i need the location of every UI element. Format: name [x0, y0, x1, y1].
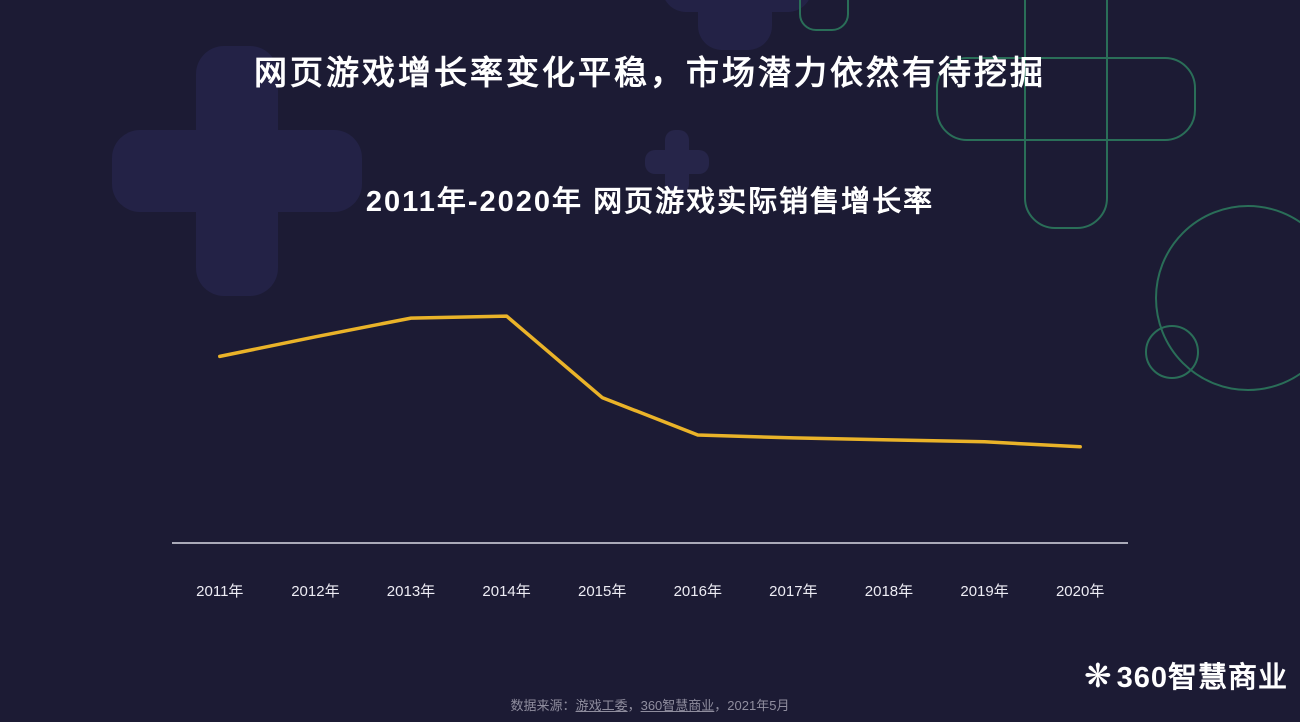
x-axis-label: 2018年 [864, 583, 914, 600]
x-axis-label: 2019年 [960, 583, 1009, 600]
source-note: 数据来源：游戏工委，360智慧商业，2021年5月 [0, 695, 1300, 714]
x-axis-labels: 2011年 2012年 2013年 2014年 2015年 2016年 2017年 2018年… [172, 580, 1128, 601]
chart-title: 2011年-2020年 网页游戏实际销售增长率 [365, 186, 935, 218]
x-axis-label: 2014年 [482, 583, 531, 600]
outline-circle-large [1155, 205, 1300, 391]
line-plot [172, 314, 1128, 544]
growth-chart: 2011年 2012年 2013年 2014年 2015年 2016年 2017年 2018年… [172, 268, 1128, 601]
x-axis-label: 2016年 [673, 583, 722, 600]
x-axis-label: 2017年 [769, 583, 818, 600]
source-suffix: ，2021年5月 [714, 698, 790, 713]
outline-circle-small [1145, 325, 1199, 379]
top-cross-shape [665, 0, 809, 50]
source-prefix: 数据来源： [510, 698, 576, 713]
x-axis-label: 2012年 [291, 583, 340, 600]
outline-cross-small-shape [799, 0, 849, 31]
x-axis-label: 2013年 [386, 583, 436, 600]
brand-logo: ❋ 360智慧商业 [1084, 654, 1288, 696]
x-axis-label: 2011年 [196, 583, 244, 600]
growth-line [218, 314, 1082, 449]
source-org-2: 360智慧商业 [640, 698, 715, 713]
headline: 网页游戏增长率变化平稳，市场潜力依然有待挖掘 [254, 54, 1046, 91]
flower-asterisk-icon: ❋ [1083, 656, 1112, 694]
brand-text: 360智慧商业 [1116, 662, 1288, 694]
source-separator: ， [627, 698, 641, 713]
x-axis-label: 2020年 [1055, 583, 1105, 600]
x-axis-label: 2015年 [577, 583, 627, 600]
source-org-1: 游戏工委 [575, 698, 628, 713]
